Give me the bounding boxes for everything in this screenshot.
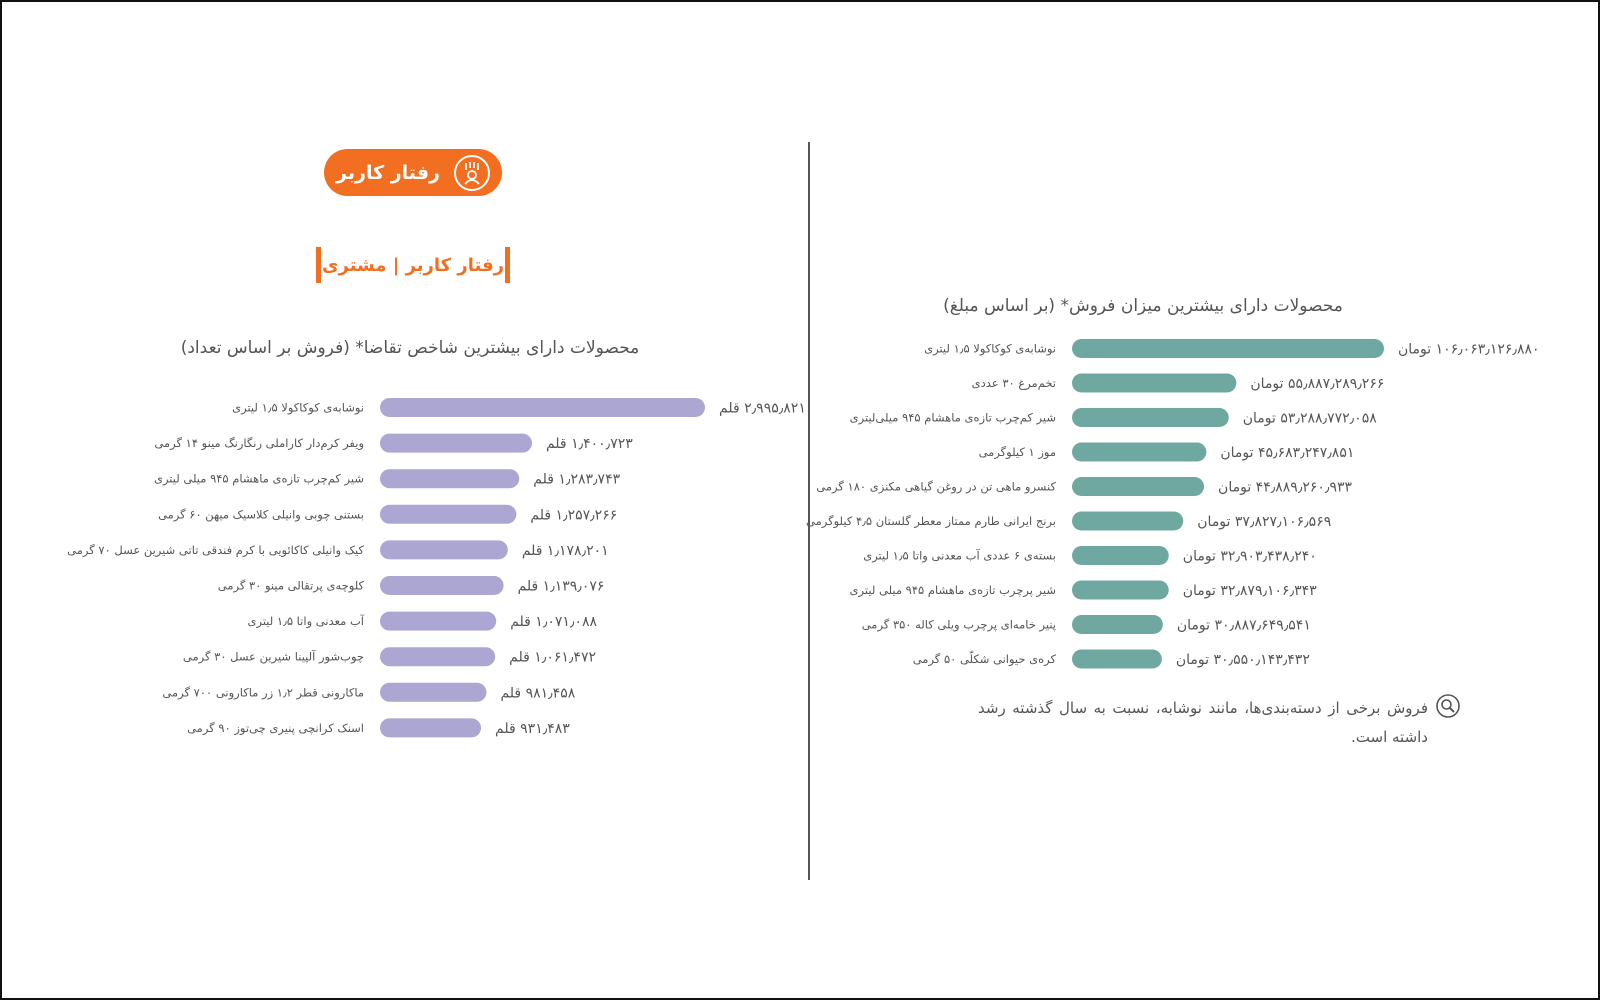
sales-value-label: ۳۷٫۸۲۷٫۱۰۶٫۵۶۹ تومان [1197,514,1331,530]
demand-value-label: ۱٫۲۵۷٫۲۶۶ قلم [530,507,617,523]
sales-category-label: پنیر خامه‌ای پرچرب ویلی کاله ۳۵۰ گرمی [862,618,1056,633]
demand-bar [380,540,508,560]
demand-category-label: شیر کم‌چرب تازه‌ی ماهشام ۹۴۵ میلی لیتری [154,472,364,487]
demand-bar [380,576,504,595]
sales-category-label: شیر کم‌چرب تازه‌ی ماهشام ۹۴۵ میلی‌لیتری [850,411,1056,426]
demand-category-label: اسنک کرانچی پنیری چی‌توز ۹۰ گرمی [187,721,364,736]
vertical-divider [808,142,810,880]
demand-category-label: کیک وانیلی کاکائویی با کرم فندقی تاتی شی… [67,543,364,558]
user-behavior-icon [453,154,490,191]
section-badge: رفتار کاربر [324,149,502,196]
sales-value-label: ۳۲٫۸۷۹٫۱۰۶٫۳۴۳ تومان [1183,583,1317,599]
demand-bar [380,611,497,631]
sales-bar [1072,442,1207,462]
demand-bar [380,504,517,524]
sales-bar [1072,511,1184,531]
sales-value-label: ۴۵٫۶۸۳٫۲۴۷٫۸۵۱ تومان [1220,445,1354,461]
sales-bar [1072,477,1205,496]
demand-category-label: ماکارونی قطر ۱٫۲ زر ماکارونی ۷۰۰ گرمی [162,685,364,700]
sales-category-label: تخم‌مرغ ۳۰ عددی [972,376,1056,391]
sales-bar [1072,615,1163,634]
insight-note: فروش برخی از دسته‌بندی‌ها، مانند نوشابه،… [940,694,1460,752]
demand-category-label: کلوچه‌ی پرتقالی مینو ۳۰ گرمی [218,579,365,594]
demand-value-label: ۱٫۰۷۱٫۰۸۸ قلم [510,614,597,630]
demand-bar [380,398,705,417]
sales-category-label: کره‌ی حیوانی شکلّی ۵۰ گرمی [913,650,1057,667]
sales-value-label: ۳۲٫۹۰۳٫۴۳۸٫۲۴۰ تومان [1183,549,1317,565]
sales-category-label: کنسرو ماهی تن در روغن گیاهی مکنزی ۱۸۰ گر… [816,480,1056,495]
demand-value-label: ۱٫۲۸۳٫۷۴۳ قلم [533,472,620,488]
demand-category-label: آب معدنی واتا ۱٫۵ لیتری [247,614,364,629]
demand-value-label: ۲٫۹۹۵٫۸۲۱ قلم [719,401,806,417]
sales-bar [1072,546,1169,565]
insight-text: فروش برخی از دسته‌بندی‌ها، مانند نوشابه،… [978,699,1428,746]
demand-bar [380,433,532,453]
sales-bar [1072,649,1162,669]
badge-label: رفتار کاربر [336,161,440,184]
sales-category-label: موز ۱ کیلوگرمی [979,445,1056,460]
sales-value-label: ۵۳٫۲۸۸٫۷۷۲٫۰۵۸ تومان [1243,411,1377,427]
demand-category-label: چوب‌شور آلپینا شیرین عسل ۳۰ گرمی [183,650,364,665]
sales-value-label: ۴۴٫۸۸۹٫۲۶۰٫۹۳۳ تومان [1218,480,1352,496]
demand-category-label: بستنی چوبی وانیلی کلاسیک میهن ۶۰ گرمی [158,507,364,522]
sales-bar [1072,580,1169,600]
demand-value-label: ۱٫۰۶۱٫۴۷۲ قلم [509,650,596,666]
sales-category-label: نوشابه‌ی کوکاکولا ۱٫۵ لیتری [924,342,1056,357]
demand-value-label: ۹۸۱٫۴۵۸ قلم [500,685,575,701]
demand-category-label: نوشابه‌ی کوکاکولا ۱٫۵ لیتری [232,401,364,416]
demand-chart-title: محصولات دارای بیشترین شاخص تقاضا* (فروش … [180,338,640,358]
sales-category-label: بسته‌ی ۶ عددی آب معدنی واتا ۱٫۵ لیتری [863,549,1056,564]
sales-bar-chart: نوشابه‌ی کوکاکولا ۱٫۵ لیتری ۱۰۶٫۰۶۳٫۱۲۶٫۸… [806,339,1540,669]
sales-value-label: ۵۵٫۸۸۷٫۲۸۹٫۲۶۶ تومان [1250,376,1384,392]
sales-bar [1072,373,1237,393]
sales-value-label: ۳۰٫۸۸۷٫۶۴۹٫۵۴۱ تومان [1177,618,1311,634]
sales-bar [1072,339,1384,358]
demand-value-label: ۱٫۴۰۰٫۷۲۳ قلم [546,436,633,452]
demand-bar [380,469,520,489]
section-title-text: رفتار کاربر | مشتری [321,254,505,276]
demand-bar [380,682,487,702]
section-title: رفتار کاربر | مشتری [316,247,510,283]
demand-value-label: ۱٫۱۳۹٫۰۷۶ قلم [518,579,605,595]
demand-value-label: ۱٫۱۷۸٫۲۰۱ قلم [522,543,609,559]
sales-category-label: شیر پرچرب تازه‌ی ماهشام ۹۴۵ میلی لیتری [850,583,1056,598]
demand-bar-chart: نوشابه‌ی کوکاکولا ۱٫۵ لیتری ۲٫۹۹۵٫۸۲۱ قلم… [67,398,806,738]
demand-category-label: ویفر کرم‌دار کاراملی رنگارنگ مینو ۱۴ گرم… [154,436,364,451]
sales-value-label: ۱۰۶٫۰۶۳٫۱۲۶٫۸۸۰ تومان [1398,342,1540,358]
demand-bar [380,718,482,738]
sales-value-label: ۳۰٫۵۵۰٫۱۴۳٫۴۳۲ تومان [1176,652,1310,668]
demand-bar [380,647,496,667]
sales-category-label: برنج ایرانی طارم ممتاز معطر گلستان ۴٫۵ ک… [806,514,1056,529]
sales-chart-title: محصولات دارای بیشترین میزان فروش* (بر اس… [943,296,1343,316]
demand-value-label: ۹۳۱٫۴۸۳ قلم [495,721,570,737]
magnifier-icon [1436,694,1460,718]
sales-bar [1072,408,1229,427]
